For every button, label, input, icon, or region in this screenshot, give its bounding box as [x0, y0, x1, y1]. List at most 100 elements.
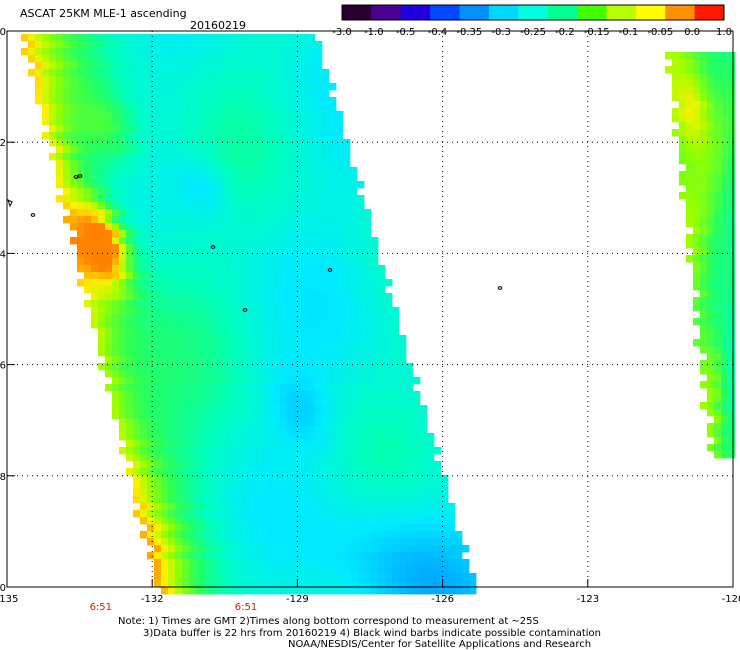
wind-cell	[182, 139, 190, 147]
wind-cell	[56, 160, 64, 168]
wind-cell	[357, 328, 365, 336]
wind-cell	[224, 223, 232, 231]
wind-cell	[714, 199, 722, 207]
wind-cell	[126, 258, 134, 266]
wind-cell	[448, 573, 456, 581]
wind-cell	[196, 433, 204, 441]
wind-cell	[301, 41, 309, 49]
wind-cell	[301, 125, 309, 133]
wind-cell	[140, 279, 148, 287]
wind-cell	[385, 349, 393, 357]
wind-cell	[364, 307, 372, 315]
wind-cell	[301, 97, 309, 105]
wind-cell	[714, 444, 722, 452]
wind-cell	[315, 370, 323, 378]
wind-cell	[203, 328, 211, 336]
wind-cell	[231, 118, 239, 126]
wind-cell	[329, 356, 337, 364]
wind-cell	[168, 90, 176, 98]
wind-cell	[273, 342, 281, 350]
wind-cell	[203, 489, 211, 497]
wind-cell	[336, 510, 344, 518]
wind-cell	[294, 510, 302, 518]
wind-cell	[420, 447, 428, 455]
wind-cell	[441, 566, 449, 574]
wind-cell	[161, 328, 169, 336]
wind-cell	[707, 227, 715, 235]
wind-cell	[154, 510, 162, 518]
wind-cell	[154, 230, 162, 238]
wind-cell	[273, 272, 281, 280]
wind-cell	[224, 496, 232, 504]
wind-cell	[399, 342, 407, 350]
wind-cell	[77, 83, 85, 91]
wind-cell	[693, 227, 701, 235]
wind-cell	[175, 398, 183, 406]
wind-cell	[112, 349, 120, 357]
wind-cell	[189, 538, 197, 546]
wind-cell	[406, 440, 414, 448]
colorbar-tick-label: -0.4	[428, 27, 448, 38]
wind-cell	[385, 300, 393, 308]
wind-cell	[217, 496, 225, 504]
wind-cell	[315, 356, 323, 364]
wind-cell	[329, 223, 337, 231]
colorbar: -3.0 -1.0 -0.5 -0.4 -0.35 -0.3 -0.25 -0.2 -0.15-…	[332, 4, 732, 38]
wind-cell	[315, 153, 323, 161]
wind-cell	[252, 405, 260, 413]
wind-cell	[175, 244, 183, 252]
wind-cell	[266, 566, 274, 574]
wind-cell	[707, 206, 715, 214]
wind-cell	[672, 115, 680, 123]
wind-cell	[231, 181, 239, 189]
wind-cell	[133, 132, 141, 140]
wind-cell	[406, 524, 414, 532]
wind-cell	[252, 363, 260, 371]
wind-cell	[371, 489, 379, 497]
wind-cell	[203, 251, 211, 259]
wind-cell	[287, 153, 295, 161]
wind-cell	[196, 587, 204, 595]
wind-cell	[49, 69, 57, 77]
wind-cell	[238, 370, 246, 378]
wind-cell	[133, 69, 141, 77]
wind-cell	[280, 447, 288, 455]
wind-cell	[77, 244, 85, 252]
wind-cell	[252, 286, 260, 294]
wind-cell	[133, 174, 141, 182]
wind-cell	[105, 104, 113, 112]
wind-cell	[686, 199, 694, 207]
wind-cell	[175, 111, 183, 119]
wind-cell	[287, 391, 295, 399]
wind-cell	[371, 251, 379, 259]
wind-cell	[154, 356, 162, 364]
wind-cell	[91, 118, 99, 126]
wind-cell	[462, 573, 470, 581]
wind-cell	[378, 419, 386, 427]
wind-cell	[140, 104, 148, 112]
wind-cell	[203, 433, 211, 441]
wind-cell	[35, 97, 43, 105]
wind-cell	[161, 76, 169, 84]
wind-cell	[217, 181, 225, 189]
wind-cell	[70, 153, 78, 161]
wind-cell	[329, 405, 337, 413]
wind-cell	[217, 160, 225, 168]
plot-border	[6, 30, 734, 588]
wind-cell	[140, 41, 148, 49]
wind-cell	[203, 48, 211, 56]
wind-cell	[105, 230, 113, 238]
wind-cell	[182, 349, 190, 357]
wind-cell	[455, 559, 463, 567]
wind-cell	[126, 454, 134, 462]
wind-cell	[77, 125, 85, 133]
wind-cell	[273, 468, 281, 476]
wind-cell	[364, 384, 372, 392]
wind-cell	[308, 83, 316, 91]
wind-cell	[329, 230, 337, 238]
wind-cell	[455, 545, 463, 553]
wind-cell	[329, 258, 337, 266]
wind-cell	[308, 461, 316, 469]
wind-cell	[420, 426, 428, 434]
colorbar-border	[341, 4, 725, 21]
